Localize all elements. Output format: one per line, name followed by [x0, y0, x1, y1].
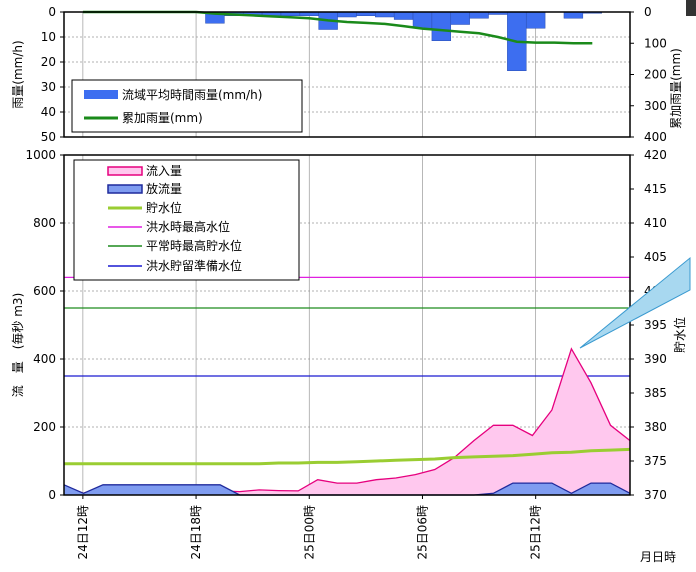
callout-pointer: [579, 256, 691, 349]
rainfall-left-tick-label: 50: [41, 130, 56, 144]
legend-swatch-outflow: [107, 184, 143, 194]
cumulative-right-tick-label: 400: [644, 130, 667, 144]
x-tick-label: 25日12時: [529, 505, 543, 560]
x-axis-title: 月日時: [640, 550, 676, 564]
inflow-area: [64, 348, 630, 495]
rainfall-bar: [450, 11, 470, 25]
rainfall-bar: [469, 11, 489, 19]
rainfall-left-tick-label: 20: [41, 55, 56, 69]
storage-right-tick-label: 370: [644, 488, 667, 502]
rainfall-bars: [205, 11, 602, 71]
rainfall-bar: [525, 11, 546, 29]
storage-level-line: [64, 447, 631, 466]
storage-right-axis-title: 貯水位: [672, 317, 687, 353]
flow-legend-label: 平常時最高貯水位: [146, 238, 242, 253]
storage-right-tick-label: 375: [644, 454, 667, 468]
cumulative-legend-label: 累加雨量(mm): [122, 111, 203, 125]
rainfall-bar: [393, 11, 414, 20]
flow-left-tick-label: 1000: [25, 148, 56, 162]
cumulative-right-axis-title: 累加雨量(mm): [669, 48, 683, 129]
flow-left-axis-title: 流 量 (毎秒 m3): [10, 293, 25, 398]
flow-legend-box: [73, 159, 300, 281]
x-tick-label: 24日12時: [76, 505, 90, 560]
legend-swatch-inflow: [107, 166, 143, 176]
storage-right-tick-label: 405: [644, 250, 667, 264]
flow-legend-label: 貯水位: [146, 200, 182, 215]
x-axis: 24日12時 24日18時 25日00時 25日06時 25日12時月日時: [76, 495, 676, 564]
legends: 流域平均時間雨量(mm/h) 累加雨量(mm) 流入量放流量貯水位洪水時最高水位平常…: [71, 79, 303, 281]
cumulative-right-tick-label: 300: [644, 99, 667, 113]
storage-right-tick-label: 410: [644, 216, 667, 230]
storage-right-tick-label: 380: [644, 420, 667, 434]
flow-areas: [63, 347, 631, 496]
rainfall-legend-label: 流域平均時間雨量(mm/h): [122, 88, 262, 102]
rainfall-bar: [431, 11, 452, 41]
storage-right-tick-label: 420: [644, 148, 667, 162]
flow-legend-label: 放流量: [146, 181, 182, 196]
flow-left-tick-label: 600: [33, 284, 56, 298]
flow-left-tick-label: 400: [33, 352, 56, 366]
x-tick-label: 25日06時: [415, 505, 429, 560]
x-tick-label: 25日00時: [302, 505, 316, 560]
cumulative-right-tick-label: 200: [644, 68, 667, 82]
storage-right-tick-label: 415: [644, 182, 667, 196]
outflow-area: [64, 483, 630, 495]
cumulative-right-tick-label: 0: [644, 5, 652, 19]
flow-left-tick-label: 0: [48, 488, 56, 502]
storage-right-tick-label: 385: [644, 386, 667, 400]
rainfall-left-tick-label: 10: [41, 30, 56, 44]
reference-levels: [64, 276, 630, 377]
rainfall-left-axis-title: 雨量(mm/h): [11, 40, 25, 108]
rainfall-bar: [563, 11, 584, 19]
storage-right-tick-label: 390: [644, 352, 667, 366]
rainfall-legend-swatch: [84, 90, 118, 99]
rainfall-axes: 0 10 20 30 40 50 0 100 200 300 400 雨量(mm/h) 累加雨量(mm): [11, 5, 683, 144]
storage-right-tick-label: 395: [644, 318, 667, 332]
corner-marker: [686, 0, 696, 16]
flow-legend-label: 洪水時最高水位: [146, 219, 230, 234]
flow-left-tick-label: 200: [33, 420, 56, 434]
flow-left-tick-label: 800: [33, 216, 56, 230]
flow-legend-label: 洪水貯留準備水位: [146, 258, 242, 273]
rainfall-bar: [412, 11, 433, 29]
rainfall-left-tick-label: 30: [41, 80, 56, 94]
flow-legend-label: 流入量: [146, 164, 182, 178]
rainfall-legend-box: [71, 79, 303, 133]
rainfall-left-tick-label: 40: [41, 105, 56, 119]
cumulative-right-tick-label: 100: [644, 36, 667, 50]
x-tick-label: 24日18時: [189, 505, 203, 560]
rainfall-left-tick-label: 0: [48, 5, 56, 19]
callout-group: [579, 256, 691, 349]
